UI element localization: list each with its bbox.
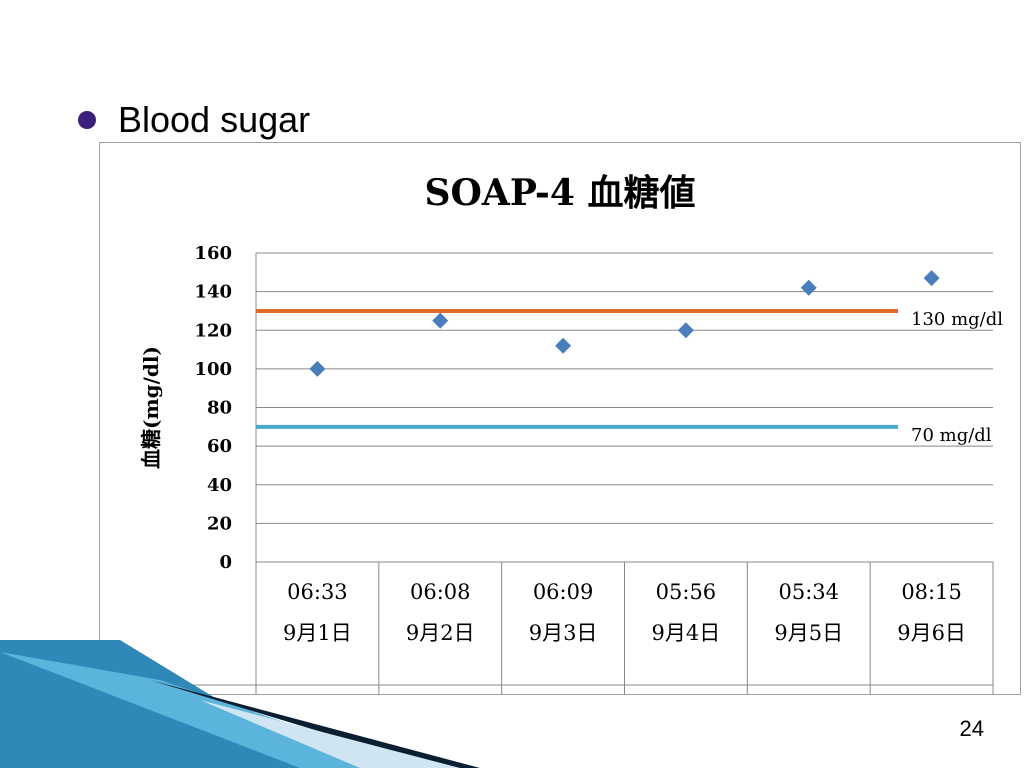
x-tick-time: 08:15 [901, 580, 962, 604]
x-tick-time: 06:33 [287, 580, 348, 604]
reference-line-label: 70 mg/dl [911, 425, 992, 446]
y-axis-label: 血糖(mg/dl) [139, 346, 163, 469]
data-point [800, 279, 817, 296]
chart-title: SOAP-4 血糖値 [425, 172, 696, 214]
data-point [432, 312, 449, 329]
x-tick-time: 06:09 [533, 580, 594, 604]
y-tick-label: 40 [207, 475, 232, 496]
x-tick-date: 9月5日 [774, 621, 843, 645]
y-tick-label: 140 [194, 282, 232, 303]
x-tick-date: 9月3日 [529, 621, 598, 645]
page-number: 24 [959, 716, 984, 741]
x-tick-time: 05:34 [778, 580, 839, 604]
bullet-text: Blood sugar [118, 99, 311, 140]
data-point [309, 360, 326, 377]
y-tick-label: 100 [194, 359, 232, 380]
x-tick-time: 05:56 [656, 580, 717, 604]
y-tick-label: 160 [194, 243, 232, 264]
chart-frame: SOAP-4 血糖値血糖(mg/dl) 0 20 40 60 80 100 120 140 160… [99, 142, 1021, 725]
x-tick-date: 9月1日 [283, 621, 352, 645]
data-point [555, 337, 572, 354]
x-tick-date: 9月2日 [406, 621, 475, 645]
y-tick-label: 120 [194, 320, 232, 341]
bullet-icon [78, 111, 96, 129]
x-tick-date: 9月4日 [652, 621, 721, 645]
bullet-item: Blood sugar [78, 96, 310, 144]
reference-line-label: 130 mg/dl [911, 309, 1003, 330]
y-tick-label: 20 [207, 513, 232, 534]
data-point [677, 322, 694, 339]
slide-decoration [0, 640, 480, 768]
x-tick-time: 06:08 [410, 580, 471, 604]
y-tick-label: 0 [219, 552, 232, 573]
y-tick-label: 80 [207, 398, 232, 419]
y-tick-label: 60 [207, 436, 232, 457]
data-point [923, 270, 940, 287]
x-tick-date: 9月6日 [897, 621, 966, 645]
